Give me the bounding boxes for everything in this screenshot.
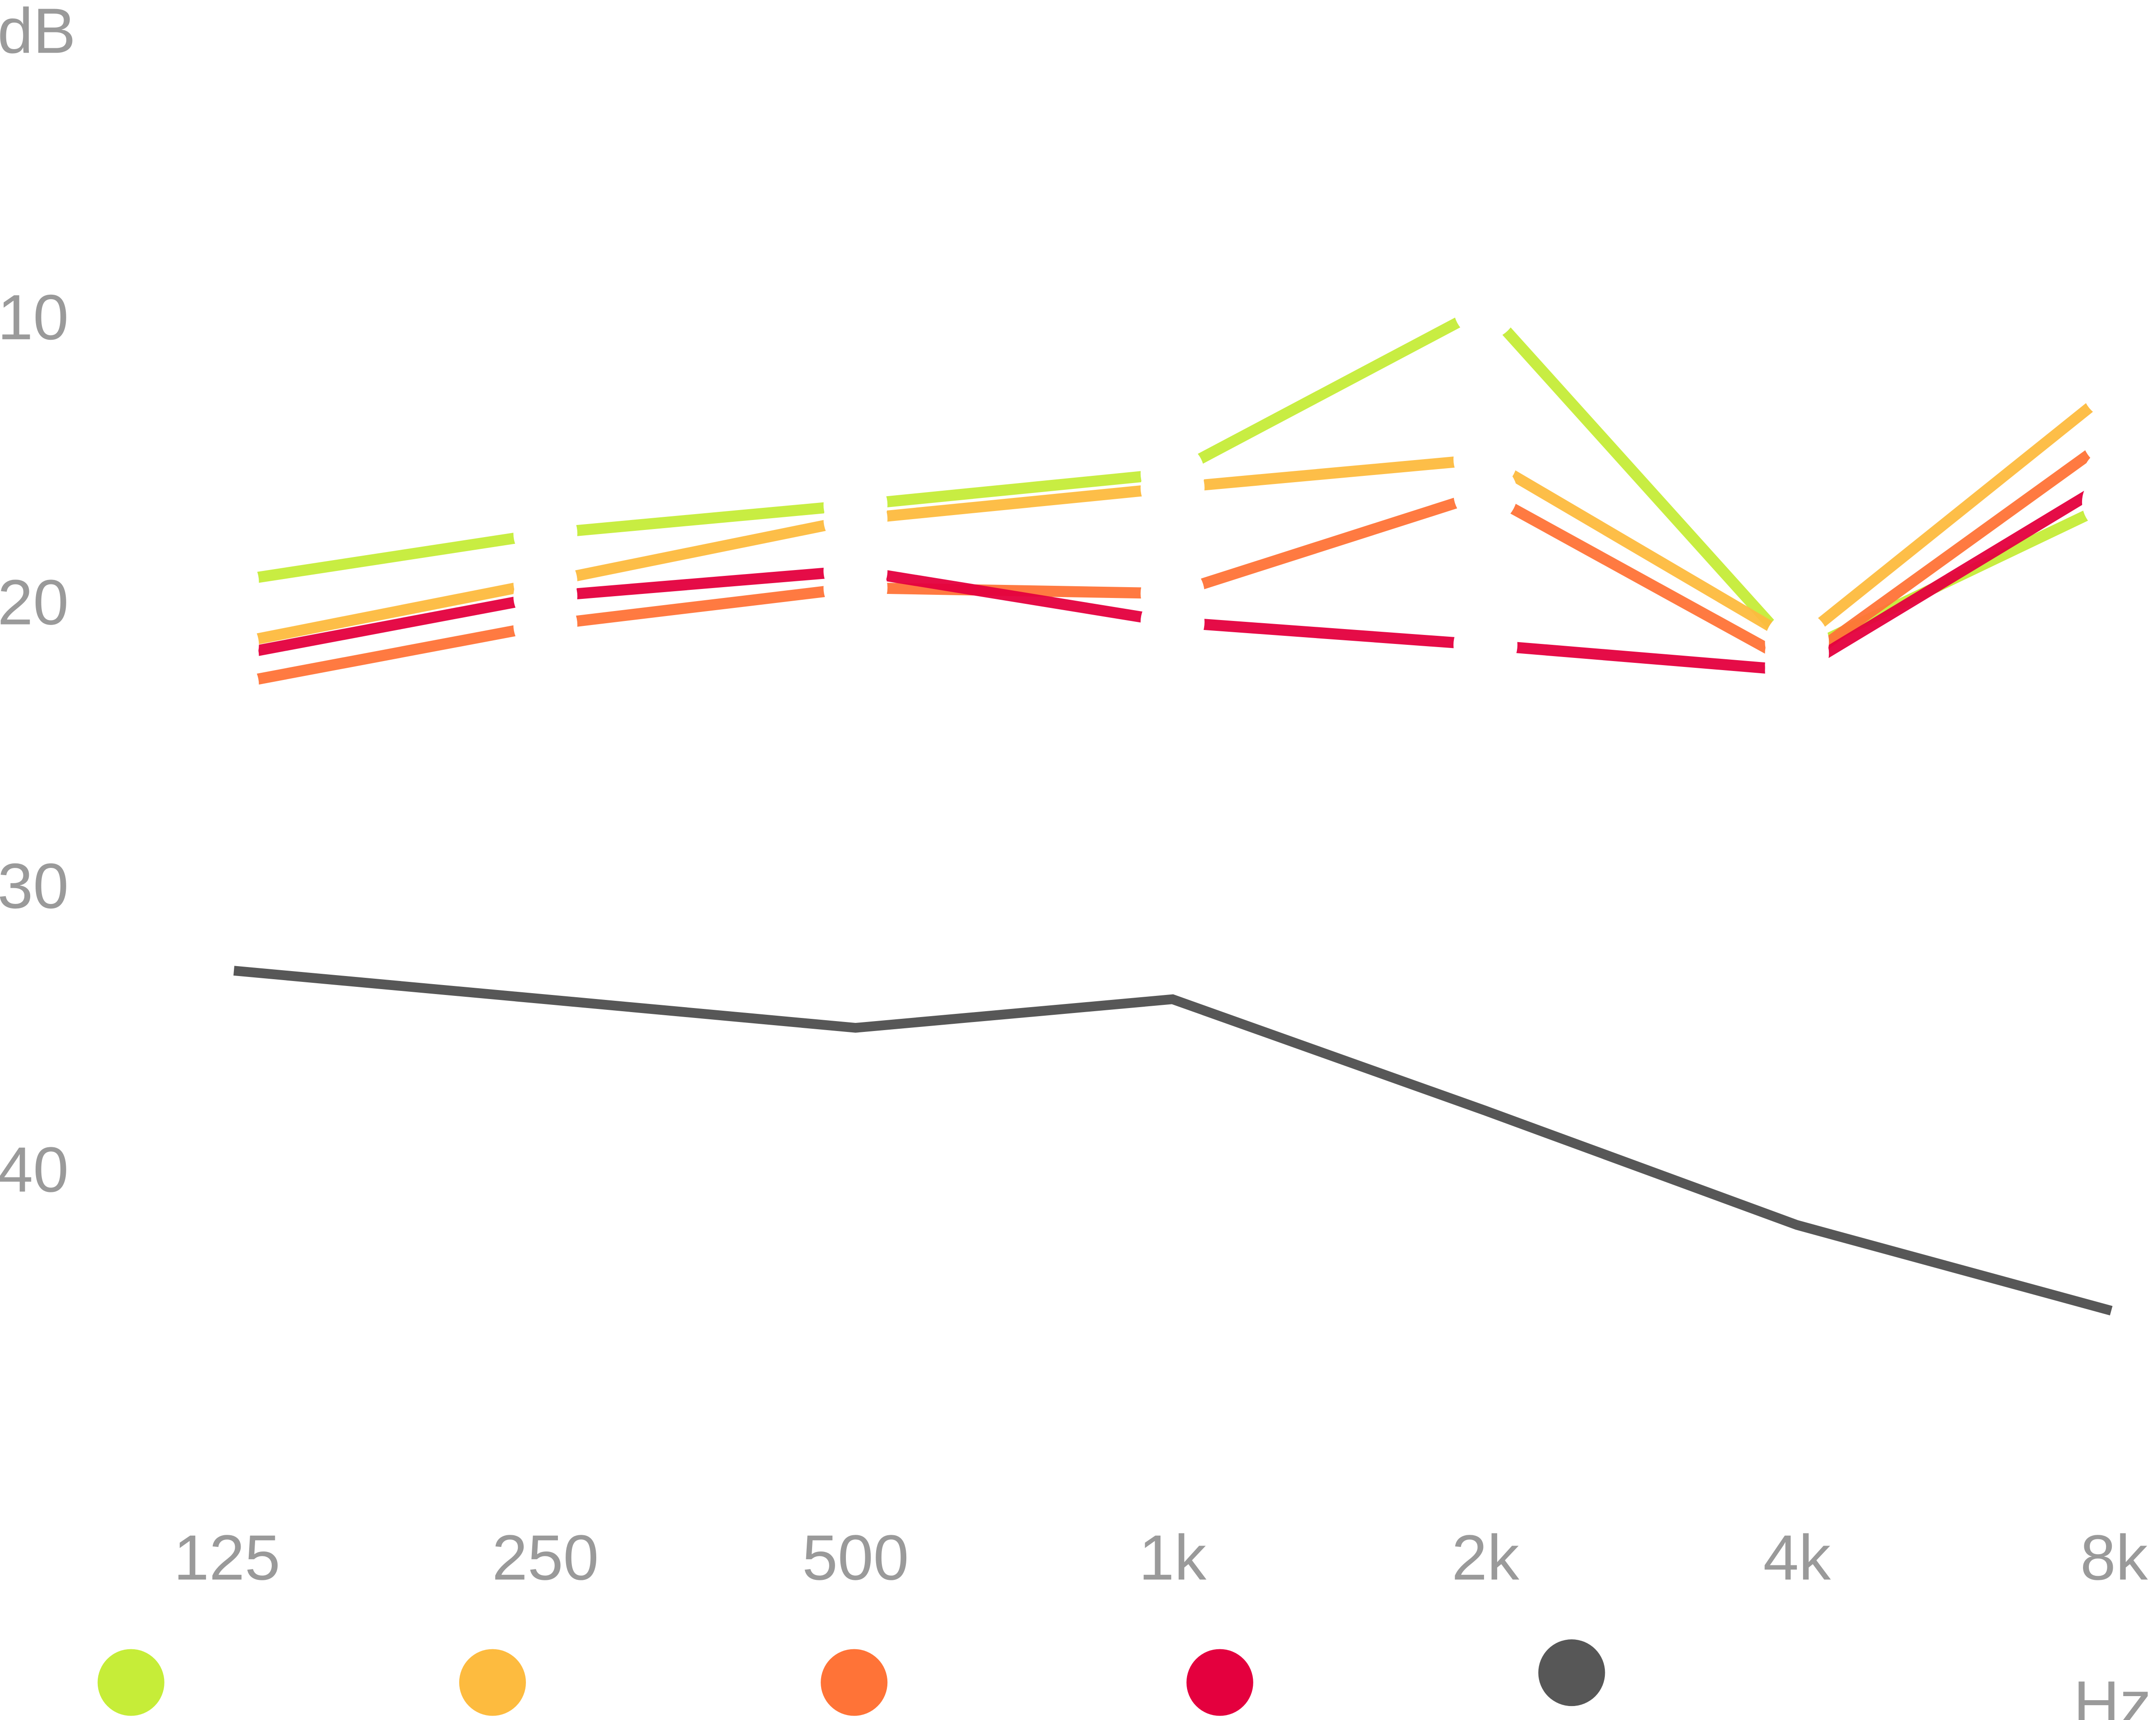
data-point-gap [2082,447,2146,511]
series-line [226,474,2117,676]
x-tick-label: 125 [174,1522,280,1593]
series-segment [1172,616,1486,651]
data-point-gap [1453,613,1518,677]
data-point-gap [513,564,578,629]
series-segment [854,565,1174,628]
x-tick-label: 500 [802,1522,909,1593]
y-tick-label: 20 [0,567,69,638]
data-point-gap [1765,639,1829,703]
data-point-gap [1140,590,1205,654]
data-point-gap [195,624,259,689]
legend-dot [1186,1649,1253,1716]
series-line [226,383,2118,651]
legend-dot [821,1649,888,1716]
series-segment [545,565,856,602]
gridlines [97,29,1767,318]
data-point-gap [2082,356,2146,420]
data-point-gap [823,538,888,603]
legend-dot [459,1649,526,1716]
series-line [226,432,2118,691]
series-segment [1481,304,1801,657]
data-point-gap [1140,456,1205,520]
series-segment [1172,453,1486,493]
series-segment [226,619,547,691]
x-tick-label: 4k [1763,1522,1831,1593]
series-segment [545,499,856,539]
y-axis: dB 10 20 30 40 [0,0,76,1205]
series-segment [1170,303,1488,479]
x-tick-label: 1k [1139,1522,1207,1593]
series-segment [1485,639,1798,676]
series-line [226,303,2117,659]
series-segment [1483,488,1800,670]
data-point-gap [1453,461,1518,526]
series-segment [1793,383,2118,647]
data-point-gap [195,550,259,614]
series-segment [1482,454,1800,647]
series-segment [226,528,547,588]
vertex-cutouts [195,276,2146,717]
legend [97,1639,1605,1716]
series-segment [226,576,547,651]
series-segment [1171,488,1487,599]
y-tick-label: 40 [0,1134,69,1205]
legend-dot [97,1649,164,1716]
x-axis: 125 250 500 1k 2k 4k 8k [174,1522,2148,1593]
y-tick-label: 10 [0,282,69,353]
series-segment [1794,432,2118,670]
x-tick-label: 250 [492,1522,599,1593]
x-tick-label: 2k [1452,1522,1520,1593]
data-point-gap [823,487,888,552]
series-line [233,966,2113,1316]
series-segment [544,514,857,588]
x-axis-unit-label: Hz [2074,1668,2151,1720]
series-segment [855,582,1173,599]
series-segment [855,482,1174,525]
y-tick-label: 30 [0,851,69,922]
series-segment [1794,474,2117,675]
y-axis-unit-label: dB [0,0,76,67]
legend-dot [1538,1639,1605,1706]
series-segment [855,468,1174,511]
data-point-gap [1453,276,1518,340]
x-tick-label: 8k [2080,1522,2148,1593]
data-point-gap [513,501,578,566]
series-segment [544,582,856,631]
series-segment [226,591,547,662]
